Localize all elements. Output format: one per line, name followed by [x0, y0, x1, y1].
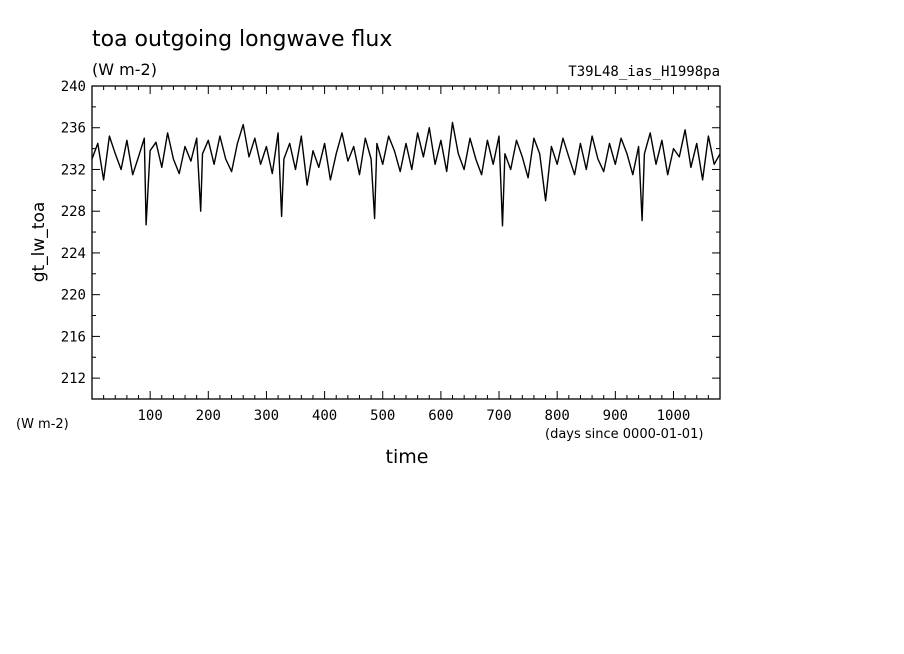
y-tick-label: 232: [61, 162, 86, 178]
y-tick-label: 212: [61, 371, 86, 387]
y-tick-label: 228: [61, 204, 86, 220]
x-tick-label: 600: [428, 408, 453, 424]
y-axis-units: (W m-2): [16, 417, 69, 432]
y-tick-label: 224: [61, 246, 86, 262]
x-axis-units: (days since 0000-01-01): [545, 427, 703, 442]
y-tick-label: 216: [61, 329, 86, 345]
y-axis-ticks: [92, 85, 720, 379]
x-tick-label: 900: [603, 408, 628, 424]
plot-frame: [91, 85, 721, 400]
x-tick-label: 300: [254, 408, 279, 424]
x-axis-label: time: [386, 446, 429, 468]
chart-units-top: (W m-2): [92, 60, 157, 79]
chart-title: toa outgoing longwave flux: [92, 27, 392, 52]
x-tick-label: 800: [545, 408, 570, 424]
y-axis-label: gt_lw_toa: [29, 202, 49, 283]
x-tick-label: 500: [370, 408, 395, 424]
run-label: T39L48_ias_H1998pa: [568, 64, 720, 80]
x-tick-label: 400: [312, 408, 337, 424]
x-axis-ticks: [103, 86, 709, 399]
y-tick-label: 236: [61, 121, 86, 137]
x-tick-label: 200: [196, 408, 221, 424]
series-line-gt-lw-toa: [91, 121, 721, 227]
x-tick-label: 1000: [657, 408, 691, 424]
y-tick-label: 220: [61, 288, 86, 304]
y-tick-label: 240: [61, 79, 86, 95]
x-axis-tick-labels: 100 200 300 400 500 600 700 800 900 1000: [137, 408, 690, 424]
x-tick-label: 700: [486, 408, 511, 424]
x-tick-label: 100: [137, 408, 162, 424]
y-axis-tick-labels: 212 216 220 224 228 232 236 240: [61, 79, 86, 387]
